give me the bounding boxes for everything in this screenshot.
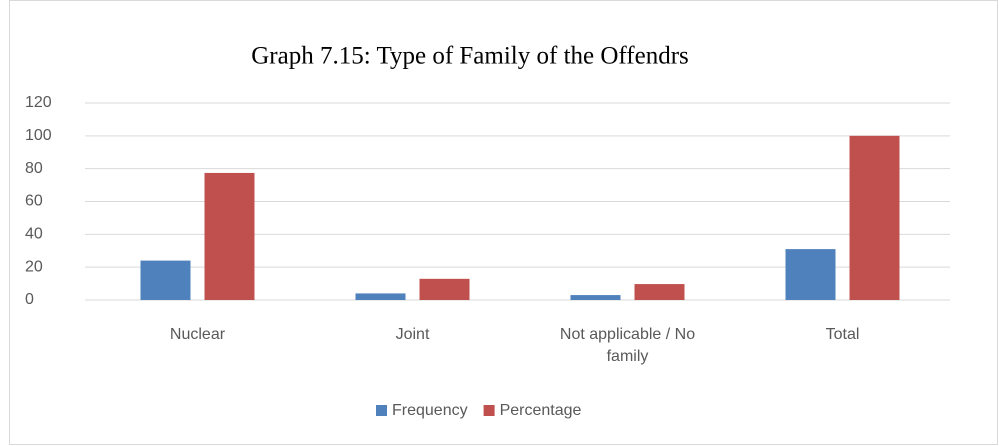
x-tick-label: Total bbox=[825, 326, 860, 343]
bar bbox=[419, 278, 470, 300]
x-tick-label: Nuclear bbox=[169, 326, 226, 343]
legend-label: Frequency bbox=[392, 402, 468, 419]
bar bbox=[355, 293, 406, 300]
legend-label: Percentage bbox=[500, 402, 582, 419]
y-tick-label: 80 bbox=[25, 160, 43, 177]
y-tick-label: 120 bbox=[25, 94, 52, 111]
legend-swatch bbox=[483, 405, 495, 416]
chart-border bbox=[9, 0, 998, 445]
y-tick-label: 0 bbox=[25, 291, 34, 308]
bar bbox=[140, 260, 191, 300]
bar bbox=[785, 249, 836, 300]
bar bbox=[570, 295, 621, 300]
chart-title: Graph 7.15: Type of Family of the Offend… bbox=[251, 43, 689, 70]
y-tick-label: 60 bbox=[25, 193, 43, 210]
legend-swatch bbox=[376, 405, 387, 416]
y-tick-label: 40 bbox=[25, 226, 43, 243]
x-tick-label: Joint bbox=[395, 326, 430, 343]
x-tick-label: Not applicable / No family bbox=[559, 326, 696, 365]
y-tick-label: 20 bbox=[25, 258, 43, 275]
bar bbox=[634, 284, 685, 300]
y-tick-label: 100 bbox=[25, 127, 52, 144]
bar bbox=[849, 135, 900, 300]
bar bbox=[204, 172, 255, 300]
